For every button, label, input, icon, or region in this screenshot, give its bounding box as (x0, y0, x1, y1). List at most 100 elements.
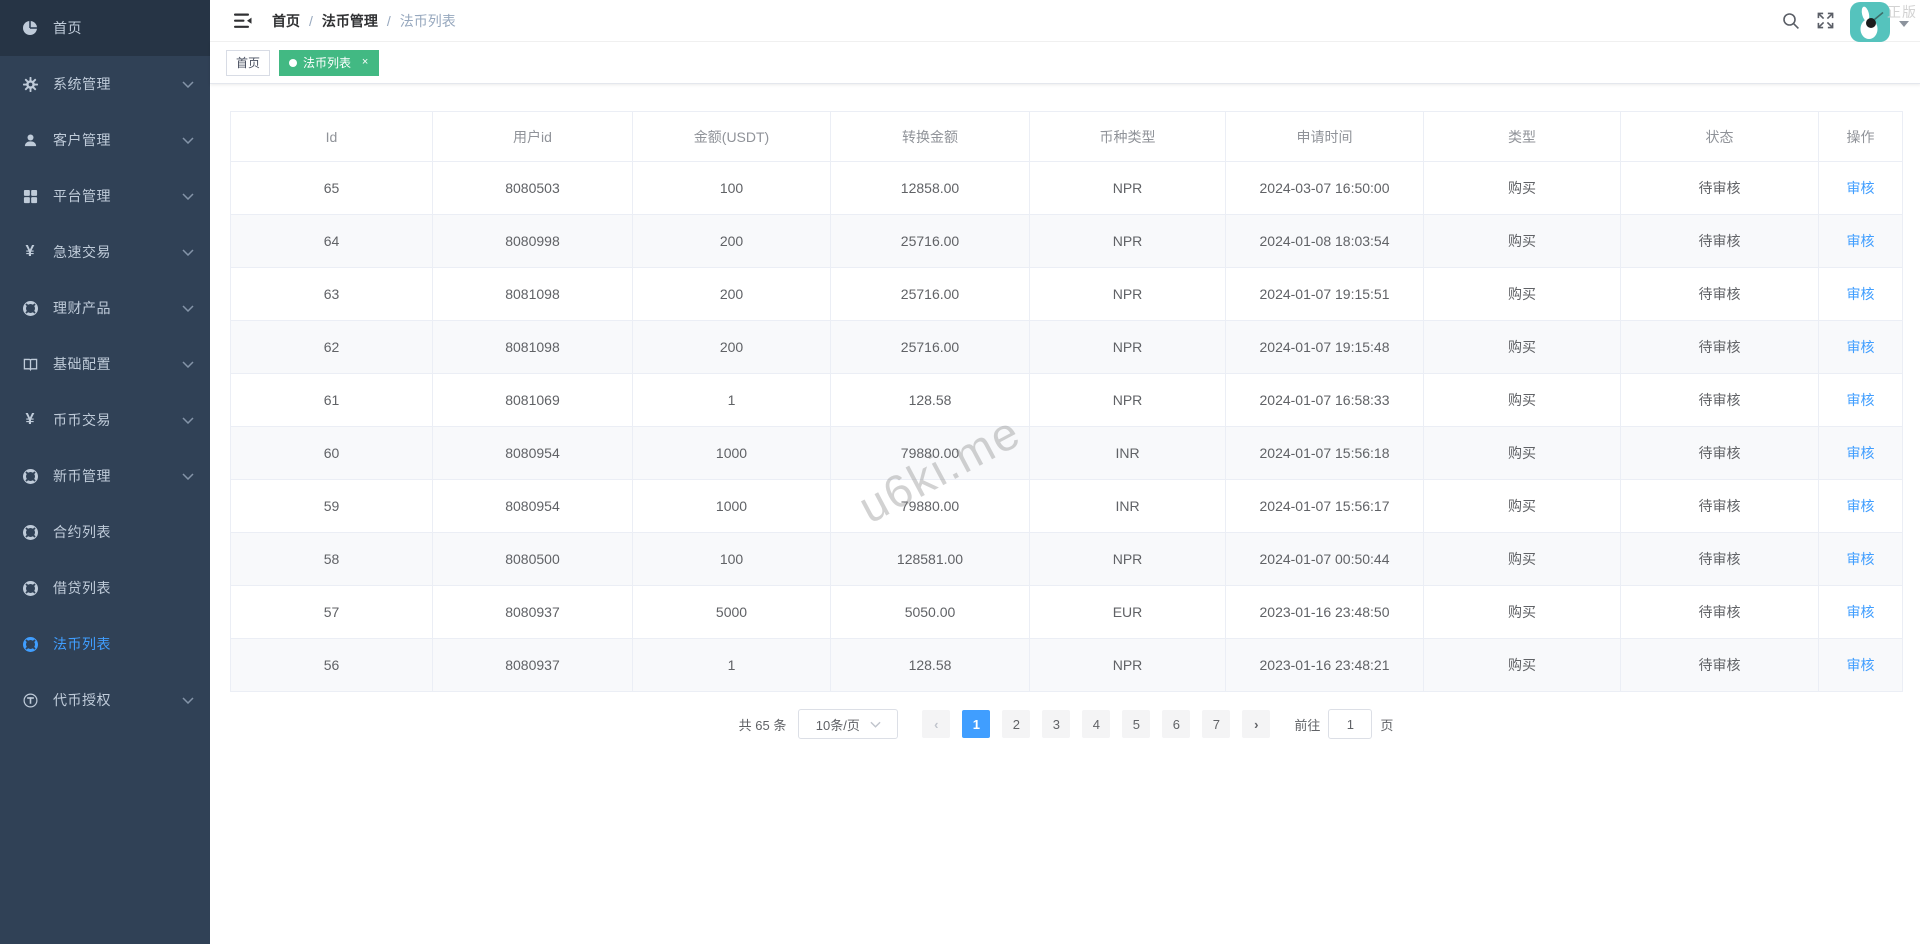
page-button-5[interactable]: 5 (1122, 710, 1151, 738)
sidebar-item-label: 合约列表 (53, 524, 111, 540)
next-page-button[interactable]: › (1242, 710, 1271, 738)
tag-label: 法币列表 (303, 56, 352, 70)
cell-converted: 128581.00 (830, 532, 1030, 586)
review-link[interactable]: 审核 (1846, 604, 1875, 620)
review-link[interactable]: 审核 (1846, 551, 1875, 567)
review-link[interactable]: 审核 (1846, 657, 1875, 673)
chevron-down-icon (182, 696, 194, 704)
page-button-7[interactable]: 7 (1202, 710, 1231, 738)
navbar-right (1774, 0, 1909, 42)
cell-status: 待审核 (1620, 479, 1819, 533)
review-link[interactable]: 审核 (1846, 498, 1875, 514)
cell-amount: 1000 (632, 479, 831, 533)
sidebar-item-coin-trade[interactable]: ¥ 币币交易 (0, 392, 210, 448)
tag-home[interactable]: 首页 (226, 49, 271, 76)
breadcrumb-fiat-management[interactable]: 法币管理 (321, 12, 378, 29)
sidebar-item-loans[interactable]: 借贷列表 (0, 560, 210, 616)
goto-page-input[interactable] (1328, 709, 1373, 739)
tag-fiat-list[interactable]: 法币列表 × (279, 49, 380, 76)
review-link[interactable]: 审核 (1846, 233, 1875, 249)
cell-status: 待审核 (1620, 267, 1819, 321)
sidebar-item-label: 理财产品 (53, 300, 111, 316)
cell-type: 购买 (1423, 373, 1621, 427)
sidebar-item-wealth[interactable]: 理财产品 (0, 280, 210, 336)
sidebar-item-customers[interactable]: 客户管理 (0, 112, 210, 168)
review-link[interactable]: 审核 (1846, 445, 1875, 461)
pagination-goto: 前往 页 (1294, 709, 1393, 739)
user-icon (21, 131, 39, 149)
page-button-4[interactable]: 4 (1082, 710, 1111, 738)
breadcrumb-home[interactable]: 首页 (272, 12, 300, 29)
breadcrumb-separator: / (309, 12, 313, 29)
cell-id: 62 (230, 320, 433, 374)
cell-converted: 25716.00 (830, 214, 1030, 268)
breadcrumb-separator: / (386, 12, 391, 29)
col-actions: 操作 (1818, 111, 1903, 162)
cell-status: 待审核 (1620, 214, 1819, 268)
cell-status: 待审核 (1620, 532, 1819, 586)
sidebar-item-base-config[interactable]: 基础配置 (0, 336, 210, 392)
sidebar-item-label: 法币列表 (53, 636, 111, 652)
cell-converted: 79880.00 (830, 426, 1030, 480)
cell-amount: 100 (632, 161, 831, 215)
cell-id: 65 (230, 161, 433, 215)
table-row: 61 8081069 1 128.58 NPR 2024-01-07 16:58… (230, 373, 1903, 427)
cell-user-id: 8081069 (432, 373, 633, 427)
pagination-total: 共 65 条 (738, 717, 787, 733)
sidebar-item-system[interactable]: 系统管理 (0, 56, 210, 112)
review-link[interactable]: 审核 (1846, 339, 1875, 355)
col-currency: 币种类型 (1029, 111, 1226, 162)
review-link[interactable]: 审核 (1846, 180, 1875, 196)
cell-apply-time: 2024-01-07 00:50:44 (1225, 532, 1424, 586)
cell-converted: 25716.00 (830, 320, 1030, 374)
pagination: 共 65 条 10条/页 ‹ 1 2 3 4 5 6 7 › 前往 页 (230, 709, 1902, 739)
review-link[interactable]: 审核 (1846, 286, 1875, 302)
prev-page-button[interactable]: ‹ (922, 710, 951, 738)
chevron-down-icon (182, 136, 194, 144)
sidebar-item-token-auth[interactable]: 代币授权 (0, 672, 210, 728)
table-header-row: Id 用户id 金额(USDT) 转换金额 币种类型 申请时间 类型 状态 操作 (230, 111, 1903, 162)
page-button-2[interactable]: 2 (1002, 710, 1031, 738)
sidebar-item-express-trade[interactable]: ¥ 急速交易 (0, 224, 210, 280)
yen-icon: ¥ (25, 243, 35, 260)
life-ring-icon (21, 523, 39, 541)
table-row: 64 8080998 200 25716.00 NPR 2024-01-08 1… (230, 214, 1903, 268)
user-menu[interactable] (1850, 0, 1909, 42)
cell-user-id: 8081098 (432, 267, 633, 321)
page-button-6[interactable]: 6 (1162, 710, 1191, 738)
tags-bar: 首页 法币列表 × (210, 42, 1920, 84)
cell-type: 购买 (1423, 426, 1621, 480)
cell-amount: 5000 (632, 585, 831, 639)
sidebar-item-label: 系统管理 (53, 76, 111, 92)
sidebar-item-platform[interactable]: 平台管理 (0, 168, 210, 224)
cell-currency: NPR (1029, 638, 1226, 692)
sidebar-item-fiat-list[interactable]: 法币列表 (0, 616, 210, 672)
cell-apply-time: 2024-01-07 19:15:48 (1225, 320, 1424, 374)
cell-user-id: 8080937 (432, 585, 633, 639)
grid-icon (21, 187, 39, 205)
hamburger-icon[interactable] (222, 0, 266, 41)
cell-apply-time: 2023-01-16 23:48:21 (1225, 638, 1424, 692)
page-button-1[interactable]: 1 (962, 710, 991, 738)
cell-currency: NPR (1029, 320, 1226, 374)
table-row: 56 8080937 1 128.58 NPR 2023-01-16 23:48… (230, 638, 1903, 692)
search-icon[interactable] (1774, 0, 1808, 42)
cell-type: 购买 (1423, 320, 1621, 374)
cell-apply-time: 2024-01-07 16:58:33 (1225, 373, 1424, 427)
sidebar-item-new-coin[interactable]: 新币管理 (0, 448, 210, 504)
avatar[interactable] (1850, 1, 1890, 42)
cell-converted: 5050.00 (830, 585, 1030, 639)
fullscreen-icon[interactable] (1808, 0, 1842, 42)
sidebar-item-home[interactable]: 首页 (0, 0, 210, 56)
page-size-select[interactable]: 10条/页 (798, 709, 899, 739)
sidebar-item-label: 基础配置 (53, 356, 111, 372)
sidebar: 首页 系统管理 客户管理 平台管理 ¥ 急速交易 (0, 0, 210, 944)
cell-id: 61 (230, 373, 433, 427)
cell-apply-time: 2023-01-16 23:48:50 (1225, 585, 1424, 639)
sidebar-item-contracts[interactable]: 合约列表 (0, 504, 210, 560)
page-button-3[interactable]: 3 (1042, 710, 1071, 738)
gear-icon (21, 75, 39, 93)
review-link[interactable]: 审核 (1846, 392, 1875, 408)
close-icon[interactable]: × (361, 56, 369, 68)
goto-label: 前往 (1294, 717, 1321, 733)
